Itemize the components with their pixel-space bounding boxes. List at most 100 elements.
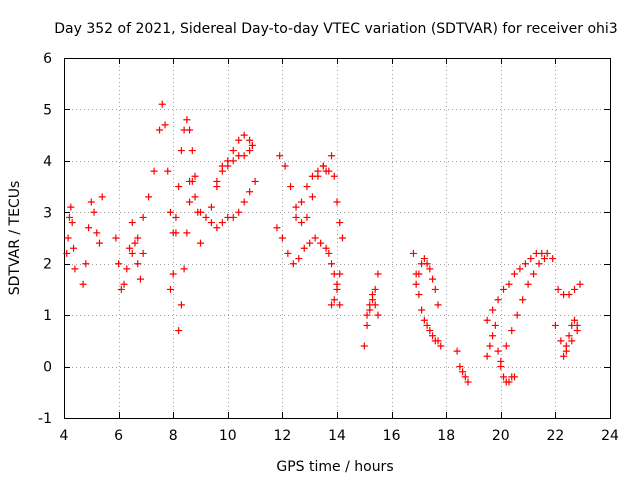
data-point <box>172 229 180 237</box>
data-point <box>510 373 518 381</box>
data-point <box>150 167 158 175</box>
series-arc-26 <box>560 316 581 360</box>
data-point <box>98 193 106 201</box>
data-point <box>65 213 73 221</box>
data-point <box>276 152 284 160</box>
data-point <box>319 162 327 170</box>
data-point <box>298 198 306 206</box>
data-point <box>431 285 439 293</box>
data-point <box>161 121 169 129</box>
data-point <box>169 270 177 278</box>
data-point <box>363 311 371 319</box>
data-point <box>186 126 194 134</box>
data-point <box>366 306 374 314</box>
data-point <box>303 213 311 221</box>
series-arc-20 <box>453 347 472 386</box>
data-point <box>145 193 153 201</box>
data-point <box>423 260 431 268</box>
data-point <box>483 352 491 360</box>
data-point <box>246 188 254 196</box>
x-tick-label: 6 <box>114 428 123 444</box>
data-point <box>494 347 502 355</box>
data-point <box>459 368 467 376</box>
data-point <box>483 316 491 324</box>
data-point <box>453 347 461 355</box>
data-point <box>218 219 226 227</box>
data-point <box>287 183 295 191</box>
data-point <box>464 378 472 386</box>
x-tick-label: 4 <box>60 428 69 444</box>
data-point <box>497 357 505 365</box>
data-point <box>510 270 518 278</box>
series-arc-19 <box>412 255 442 309</box>
data-point <box>412 280 420 288</box>
data-point <box>374 270 382 278</box>
data-point <box>311 234 319 242</box>
data-point <box>434 337 442 345</box>
data-point <box>67 203 75 211</box>
data-point <box>139 213 147 221</box>
data-point <box>456 363 464 371</box>
series-arc-23 <box>497 255 548 365</box>
data-point <box>120 280 128 288</box>
y-tick-label: 2 <box>43 257 52 273</box>
series-arc-1 <box>63 203 79 273</box>
data-point <box>508 327 516 335</box>
data-point <box>314 167 322 175</box>
data-point <box>251 177 259 185</box>
y-tick-label: 0 <box>43 360 52 376</box>
series-arc-13 <box>292 162 330 221</box>
data-point <box>240 131 248 139</box>
data-point <box>95 239 103 247</box>
data-point <box>248 141 256 149</box>
data-point <box>134 260 142 268</box>
series-arc-15 <box>325 249 344 309</box>
data-point <box>409 249 417 257</box>
data-point <box>213 224 221 232</box>
data-point <box>565 332 573 340</box>
data-point <box>295 255 303 263</box>
y-tick-label: 3 <box>43 205 52 221</box>
series-arc-14 <box>328 152 346 309</box>
data-point <box>535 260 543 268</box>
data-point <box>540 255 548 263</box>
data-point <box>197 208 204 216</box>
y-tick-label: -1 <box>38 411 52 427</box>
grid <box>64 58 610 418</box>
data-point <box>87 198 95 206</box>
data-point <box>489 306 497 314</box>
data-point <box>338 234 346 242</box>
data-point <box>93 229 101 237</box>
data-point <box>284 249 292 257</box>
data-point <box>494 296 502 304</box>
data-point <box>123 265 131 273</box>
x-tick-label: 20 <box>492 428 510 444</box>
series-arc-5 <box>128 100 180 257</box>
data-point <box>363 321 371 329</box>
data-point <box>207 203 215 211</box>
data-point <box>186 177 194 185</box>
data-point <box>423 321 431 329</box>
data-point <box>562 342 570 350</box>
data-point <box>551 321 559 329</box>
data-point <box>415 291 423 299</box>
data-point <box>240 198 248 206</box>
data-point <box>502 342 510 350</box>
data-point <box>308 193 316 201</box>
data-point <box>166 208 174 216</box>
data-point <box>292 203 300 211</box>
data-point <box>289 260 297 268</box>
data-point <box>573 327 581 335</box>
data-point <box>273 224 281 232</box>
data-point <box>235 208 243 216</box>
y-tick-label: 1 <box>43 308 52 324</box>
data-point <box>303 183 311 191</box>
data-point <box>500 373 508 381</box>
data-point <box>180 265 188 273</box>
series-arc-8 <box>186 177 259 232</box>
data-point <box>489 332 497 340</box>
data-point <box>166 285 174 293</box>
data-point <box>368 296 376 304</box>
data-point <box>571 285 579 293</box>
series-arc-10 <box>207 141 256 211</box>
